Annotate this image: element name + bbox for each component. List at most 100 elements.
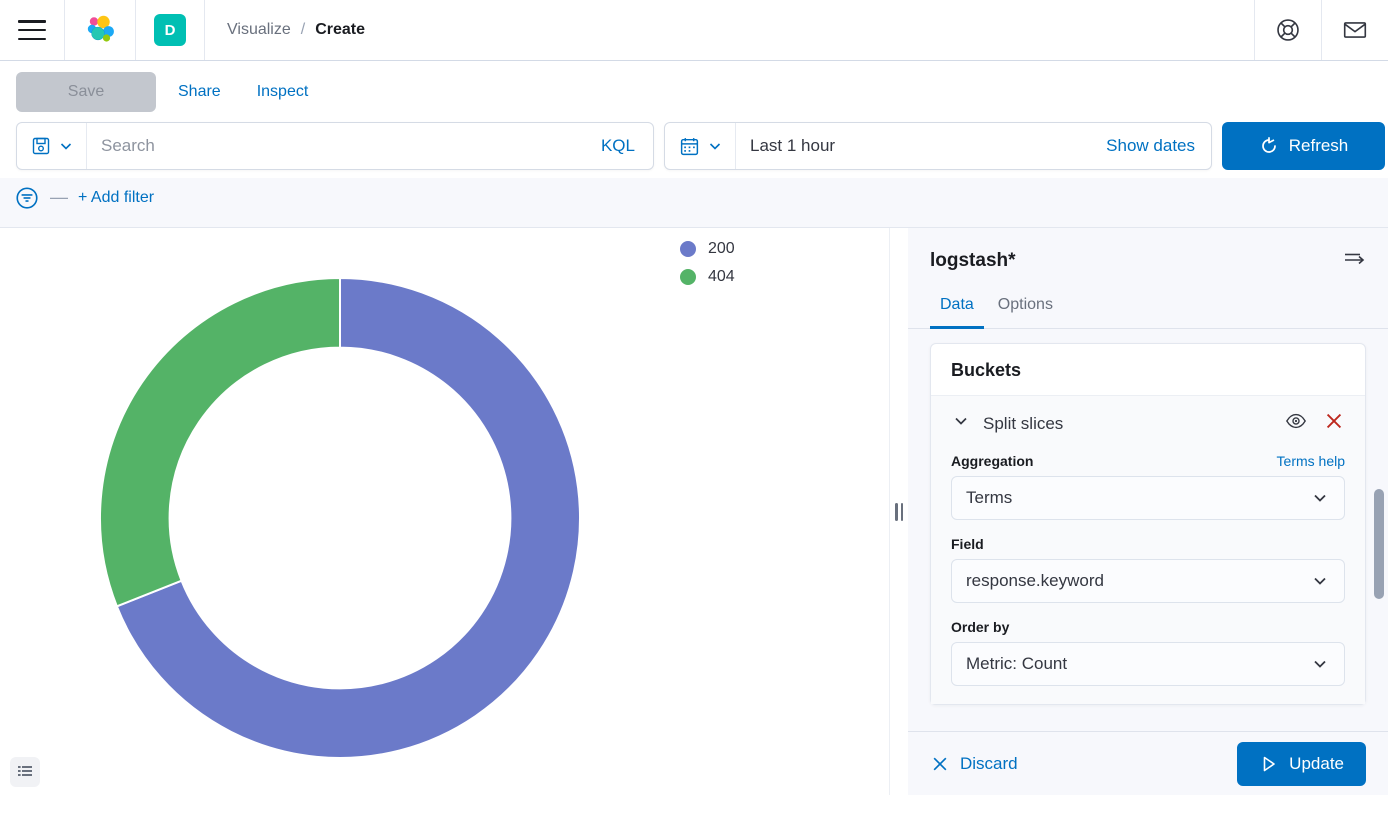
update-label: Update xyxy=(1289,753,1344,773)
search-input[interactable] xyxy=(87,136,601,156)
order-by-field-block: Order by Metric: Count xyxy=(951,603,1345,686)
legend-label: 404 xyxy=(708,268,735,285)
editor-pane: logstash* Data Options Buckets xyxy=(908,228,1388,795)
chevron-down-icon xyxy=(60,143,72,150)
chevron-down-icon xyxy=(1314,494,1326,502)
filter-icon[interactable] xyxy=(14,185,40,211)
index-pattern-title-row: logstash* xyxy=(908,228,1388,276)
saved-query-button[interactable] xyxy=(17,123,87,169)
chevron-down-icon xyxy=(1314,577,1326,585)
date-quick-select-button[interactable] xyxy=(665,123,736,169)
menu-button[interactable] xyxy=(0,0,65,60)
show-dates-button[interactable]: Show dates xyxy=(1106,136,1195,155)
agg-header: Split slices xyxy=(951,410,1345,437)
breadcrumb-separator: / xyxy=(300,21,306,38)
tab-options[interactable]: Options xyxy=(997,296,1053,313)
collapse-panel-icon xyxy=(1345,253,1365,265)
add-filter-button[interactable]: + Add filter xyxy=(78,188,155,206)
eye-icon xyxy=(1286,413,1306,429)
chevron-down-icon xyxy=(1314,660,1326,668)
query-language-button[interactable]: KQL xyxy=(600,136,635,155)
saved-query-floppy-icon xyxy=(32,137,50,155)
main-content: 200 404 logstash* xyxy=(0,227,1388,795)
breadcrumb: Visualize / Create xyxy=(205,0,365,60)
chevron-down-icon xyxy=(709,143,721,150)
refresh-label: Refresh xyxy=(1288,136,1349,155)
tab-data[interactable]: Data xyxy=(930,290,984,329)
resize-handle-icon xyxy=(894,502,905,521)
remove-agg-button[interactable] xyxy=(1323,410,1345,437)
inspect-button[interactable]: Inspect xyxy=(243,83,323,101)
top-navigation-bar: D Visualize / Create xyxy=(0,0,1388,61)
editor-body: Buckets Split slices xyxy=(908,329,1388,731)
toggle-visibility-button[interactable] xyxy=(1285,410,1307,437)
donut-chart[interactable] xyxy=(40,238,650,788)
legend-list-icon xyxy=(18,766,32,776)
donut-slice-200[interactable] xyxy=(115,276,581,759)
donut-slice-404[interactable] xyxy=(99,276,341,608)
visualization-pane: 200 404 xyxy=(0,228,890,795)
elastic-logo-button[interactable] xyxy=(65,0,136,60)
calendar-icon xyxy=(680,137,699,155)
discard-label: Discard xyxy=(960,753,1018,773)
date-range-value[interactable]: Last 1 hour xyxy=(750,136,836,155)
field-select[interactable]: response.keyword xyxy=(951,559,1345,603)
refresh-button[interactable]: Refresh xyxy=(1222,122,1385,170)
save-button[interactable]: Save xyxy=(16,71,156,112)
aggregation-label: Aggregation xyxy=(951,453,1034,469)
order-by-label-row: Order by xyxy=(951,619,1345,635)
agg-actions xyxy=(1285,410,1345,437)
discard-button[interactable]: Discard xyxy=(930,754,1018,774)
field-field-block: Field response.keyword xyxy=(951,520,1345,603)
order-by-label: Order by xyxy=(951,619,1010,635)
breadcrumb-item-visualize[interactable]: Visualize xyxy=(227,21,291,38)
filter-bar: — + Add filter xyxy=(0,178,1388,227)
field-label-row: Field xyxy=(951,536,1345,552)
order-by-select[interactable]: Metric: Count xyxy=(951,642,1345,686)
donut-chart-svg xyxy=(99,276,581,759)
help-button[interactable] xyxy=(1254,0,1322,60)
hamburger-menu-icon[interactable] xyxy=(18,20,46,40)
space-selector-button[interactable]: D xyxy=(136,0,205,60)
collapse-panel-button[interactable] xyxy=(1342,246,1366,276)
help-lifebuoy-icon xyxy=(1277,19,1299,41)
editor-footer: Discard Update xyxy=(908,731,1388,795)
play-triangle-icon xyxy=(1263,756,1275,771)
aggregation-value: Terms xyxy=(966,488,1013,507)
aggregation-select[interactable]: Terms xyxy=(951,476,1345,520)
buckets-heading: Buckets xyxy=(951,360,1022,380)
mail-envelope-icon xyxy=(1343,22,1367,38)
share-button[interactable]: Share xyxy=(164,83,235,101)
legend-toggle-button[interactable] xyxy=(10,757,40,787)
aggregation-label-row: Aggregation Terms help xyxy=(951,453,1345,469)
query-bar: KQL Last 1 hour Show dates xyxy=(0,122,1388,178)
update-button[interactable]: Update xyxy=(1237,741,1366,786)
legend-color-swatch xyxy=(680,269,696,285)
chevron-down-icon xyxy=(955,417,967,425)
elastic-logo-icon xyxy=(83,13,117,47)
legend-item-200[interactable]: 200 xyxy=(680,240,735,258)
legend-item-404[interactable]: 404 xyxy=(680,268,735,286)
filter-separator: — xyxy=(50,187,68,207)
search-group: KQL xyxy=(16,122,654,170)
space-avatar: D xyxy=(154,14,186,46)
terms-help-link[interactable]: Terms help xyxy=(1276,453,1345,469)
nav-spacer xyxy=(365,0,1254,60)
field-value: response.keyword xyxy=(966,571,1104,590)
order-by-value: Metric: Count xyxy=(966,654,1068,673)
breadcrumb-item-create: Create xyxy=(315,21,366,38)
agg-collapse-button[interactable] xyxy=(951,411,971,436)
chart-legend: 200 404 xyxy=(680,240,735,286)
split-slices-agg-row: Split slices xyxy=(931,395,1365,704)
editor-scrollbar[interactable] xyxy=(1374,489,1384,599)
pane-resize-handle[interactable] xyxy=(890,228,908,795)
legend-color-swatch xyxy=(680,241,696,257)
editor-tabs: Data Options xyxy=(908,276,1388,329)
agg-name-label: Split slices xyxy=(983,413,1064,433)
aggregation-field-block: Aggregation Terms help Terms xyxy=(951,437,1345,520)
legend-label: 200 xyxy=(708,240,735,257)
mail-button[interactable] xyxy=(1322,0,1388,60)
refresh-icon xyxy=(1261,137,1276,153)
action-toolbar: Save Share Inspect xyxy=(0,61,1388,122)
close-x-icon xyxy=(1326,413,1342,429)
